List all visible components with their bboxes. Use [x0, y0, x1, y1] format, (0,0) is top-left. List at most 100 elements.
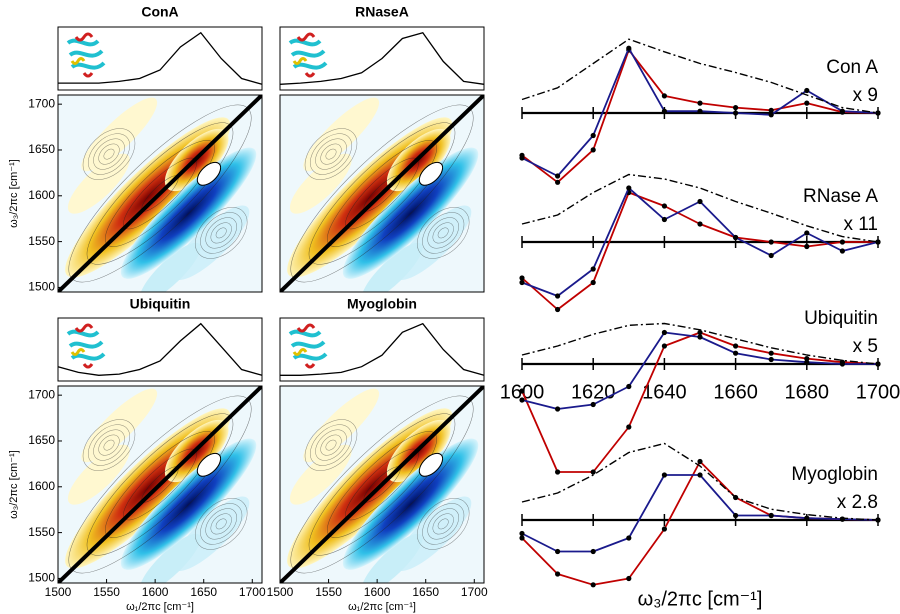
panel-title: Myoglobin	[347, 296, 417, 312]
data-point	[626, 45, 632, 51]
x-tick-label: 1650	[412, 585, 439, 599]
contour-blob	[215, 227, 227, 239]
data-point	[626, 383, 632, 390]
spectrum-line	[521, 474, 879, 553]
reference-line	[521, 38, 879, 114]
reference-line	[521, 442, 879, 521]
data-point	[555, 548, 561, 555]
contour-blob	[88, 424, 130, 466]
contour-blob	[205, 217, 238, 249]
contour-blob	[417, 207, 470, 259]
panel-scale: x 5	[853, 336, 878, 357]
data-point	[697, 458, 703, 465]
data-point	[519, 388, 525, 394]
y-axis-label: ω₃/2πc [cm⁻¹]	[8, 450, 20, 519]
data-point	[590, 469, 596, 475]
contour-blob	[417, 498, 470, 550]
contour-blob	[120, 147, 257, 279]
reference-line	[521, 173, 879, 243]
map-frame	[279, 94, 485, 293]
data-point	[590, 147, 596, 153]
data-point	[875, 239, 881, 245]
protein-icon	[66, 323, 106, 369]
diagonal	[58, 386, 262, 583]
panel-scale: x 9	[853, 85, 878, 106]
contour-blob	[310, 133, 352, 175]
data-point	[697, 334, 703, 340]
spectrum-line	[58, 31, 263, 85]
x-tick-label: 1650	[190, 585, 217, 599]
data-point	[804, 100, 810, 106]
contour-blob	[342, 438, 479, 570]
data-point	[839, 239, 846, 245]
data-point	[519, 530, 525, 537]
data-point	[590, 266, 596, 272]
data-point	[626, 575, 632, 582]
contour-blob	[342, 147, 479, 279]
contour-blob	[418, 452, 444, 477]
data-point	[519, 397, 525, 403]
data-point	[626, 185, 632, 191]
data-point	[661, 343, 668, 349]
panel-title: Ubiquitin	[130, 296, 191, 312]
contour-blob	[325, 148, 337, 160]
x-tick-label: 1600	[142, 585, 169, 599]
data-point	[661, 216, 668, 223]
data-point	[519, 279, 525, 286]
spectrum-frame	[57, 26, 263, 91]
protein-helix-yellow	[292, 348, 308, 356]
x-axis-label: ω₁/2πc [cm⁻¹]	[126, 601, 194, 613]
x-axis-label: ω₁/2πc [cm⁻¹]	[348, 601, 416, 613]
contour-blob	[215, 518, 227, 530]
data-point	[590, 401, 596, 408]
data-point	[697, 198, 703, 205]
data-point	[733, 350, 739, 356]
x-tick-label: 1600	[364, 585, 391, 599]
diagonal	[280, 386, 484, 583]
contour-blob	[437, 227, 449, 239]
data-point	[590, 582, 596, 588]
data-point	[839, 248, 846, 254]
contour-blob	[325, 439, 337, 451]
x-tick-label: 1700	[461, 585, 488, 599]
data-point	[555, 406, 561, 412]
data-point	[590, 132, 596, 139]
contour-blob	[93, 429, 125, 461]
data-point	[804, 87, 810, 94]
data-point	[555, 571, 561, 577]
map-frame	[279, 385, 485, 584]
x-tick-label: 1700	[239, 585, 266, 599]
x-tick-label: 1550	[315, 585, 342, 599]
data-point	[839, 516, 846, 522]
data-point	[733, 234, 739, 241]
y-axis-label: ω₃/2πc [cm⁻¹]	[8, 159, 20, 228]
x-tick-label: 1700	[856, 381, 900, 403]
y-tick-label: 1700	[28, 96, 55, 110]
contour-blob	[139, 242, 201, 292]
contour-blob	[289, 444, 352, 505]
spectrum-frame	[279, 317, 485, 382]
x-axis-label: ω₃/2πc [cm⁻¹]	[638, 588, 763, 610]
contour-blob	[432, 513, 454, 535]
y-tick-label: 1650	[28, 142, 55, 156]
protein-helix	[296, 32, 316, 78]
protein-strand	[288, 329, 328, 361]
spectrum-frame	[279, 26, 485, 91]
data-point	[768, 107, 774, 113]
panel-scale: x 11	[843, 214, 878, 235]
data-point	[804, 359, 810, 365]
contour-blob	[200, 503, 243, 545]
contour-map	[58, 386, 262, 583]
protein-strand	[288, 38, 328, 70]
contour-blob	[67, 444, 130, 505]
data-point	[661, 93, 668, 99]
contour-blob	[82, 419, 136, 471]
protein-helix-yellow	[70, 57, 86, 65]
contour-blob	[422, 503, 465, 545]
contour-blob	[139, 533, 201, 583]
data-point	[804, 356, 810, 362]
panel-title: RNaseA	[355, 4, 409, 20]
contour-blob	[82, 128, 136, 180]
panel-label: RNase A	[803, 186, 878, 207]
